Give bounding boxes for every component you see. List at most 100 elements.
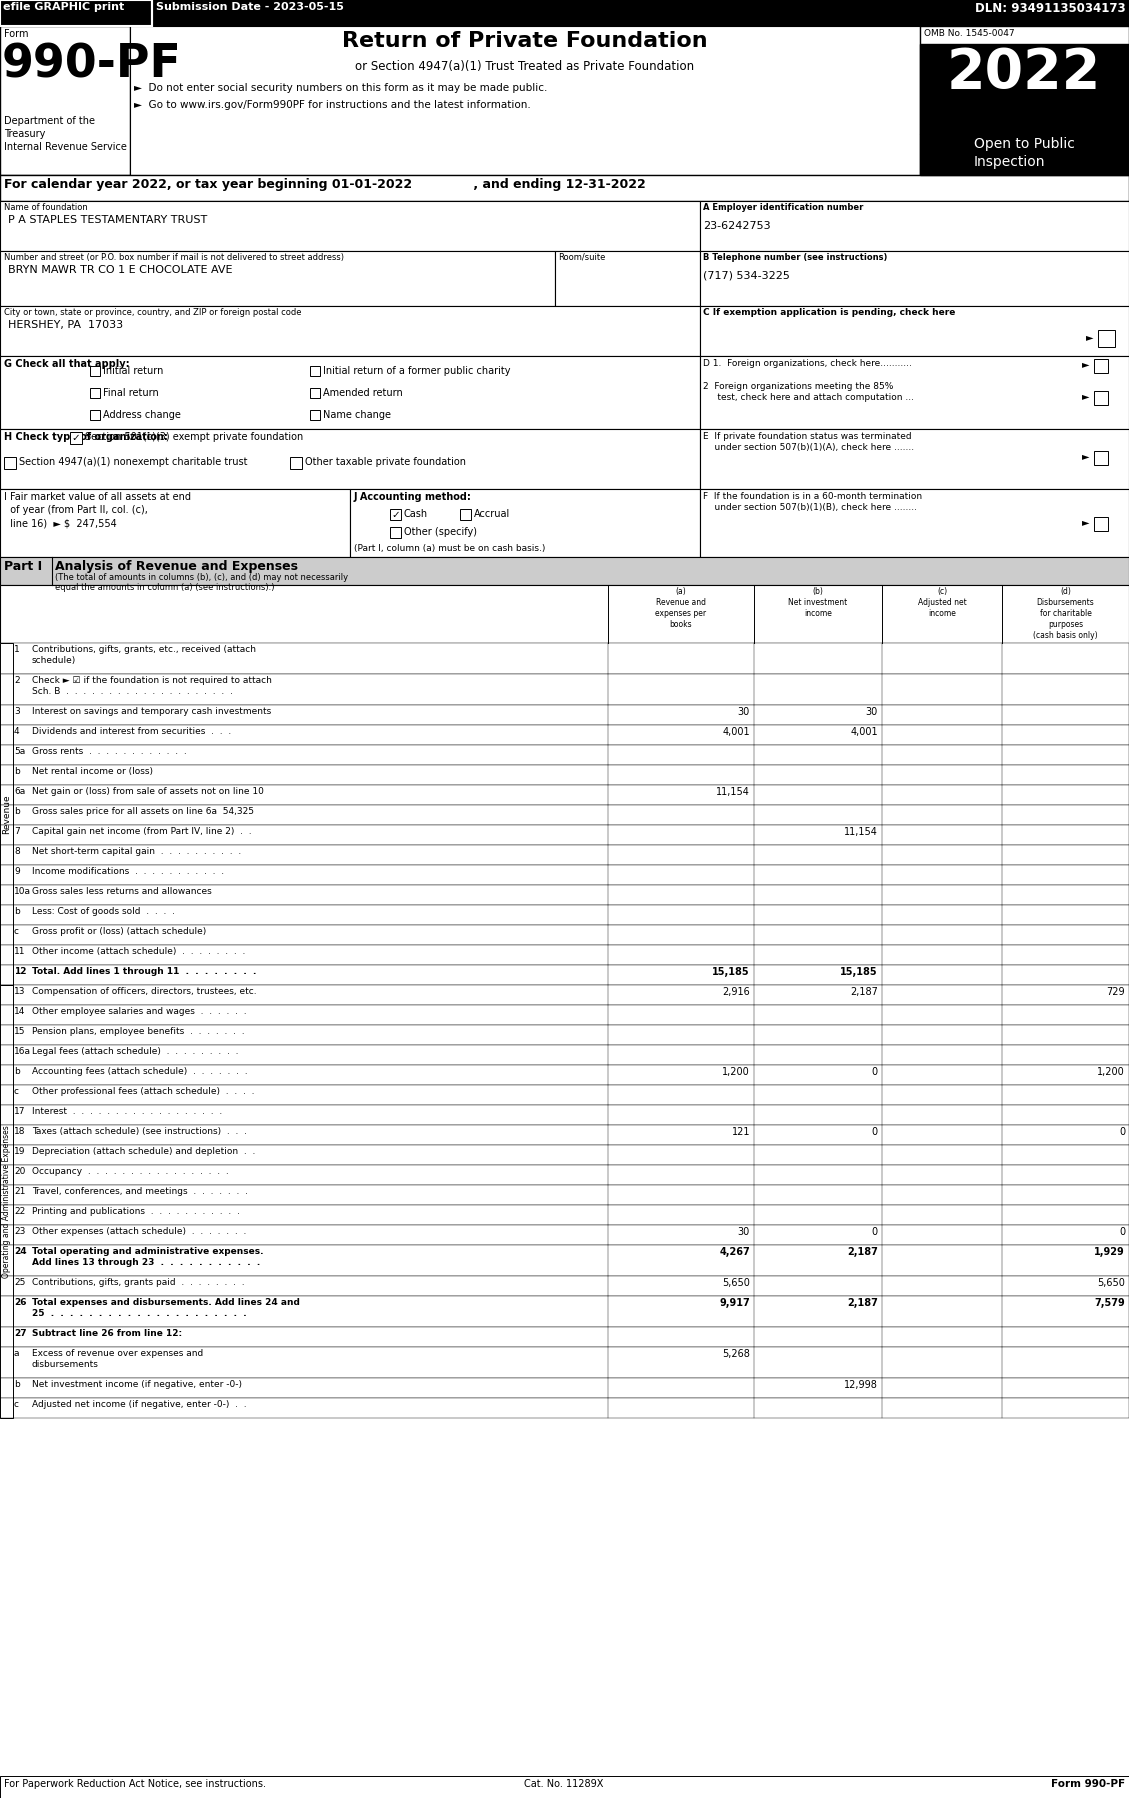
- Bar: [0, 1296, 1129, 1327]
- Text: ►: ►: [1082, 390, 1089, 401]
- Bar: [0, 946, 1129, 966]
- Bar: [0, 1224, 1129, 1244]
- Text: Compensation of officers, directors, trustees, etc.: Compensation of officers, directors, tru…: [32, 987, 256, 996]
- Text: 0: 0: [1119, 1127, 1124, 1136]
- Text: A Employer identification number: A Employer identification number: [703, 203, 864, 212]
- Bar: [700, 201, 1129, 252]
- Text: Interest  .  .  .  .  .  .  .  .  .  .  .  .  .  .  .  .  .  .: Interest . . . . . . . . . . . . . . . .…: [32, 1108, 222, 1117]
- Bar: [0, 1126, 1129, 1145]
- Text: 10a: 10a: [14, 886, 30, 895]
- Bar: [0, 904, 1129, 924]
- Bar: [390, 509, 401, 520]
- Text: H Check type of organization:: H Check type of organization:: [5, 432, 168, 442]
- Bar: [700, 306, 1129, 356]
- Bar: [0, 806, 1129, 825]
- Bar: [0, 174, 1129, 201]
- Text: Subtract line 26 from line 12:: Subtract line 26 from line 12:: [32, 1329, 182, 1338]
- Text: 23: 23: [14, 1226, 25, 1235]
- Text: ►: ►: [1082, 451, 1089, 460]
- Text: P A STAPLES TESTAMENTARY TRUST: P A STAPLES TESTAMENTARY TRUST: [8, 216, 208, 225]
- Text: Room/suite: Room/suite: [558, 254, 605, 263]
- Bar: [1094, 518, 1108, 530]
- Text: Other income (attach schedule)  .  .  .  .  .  .  .  .: Other income (attach schedule) . . . . .…: [32, 948, 245, 957]
- Text: 5a: 5a: [14, 746, 25, 755]
- Text: Total expenses and disbursements. Add lines 24 and
25  .  .  .  .  .  .  .  .  .: Total expenses and disbursements. Add li…: [32, 1298, 300, 1318]
- Text: 6a: 6a: [14, 788, 25, 797]
- Text: 12: 12: [14, 967, 26, 976]
- Bar: [70, 432, 82, 444]
- Text: ►  Go to www.irs.gov/Form990PF for instructions and the latest information.: ► Go to www.irs.gov/Form990PF for instru…: [134, 101, 531, 110]
- Text: B Telephone number (see instructions): B Telephone number (see instructions): [703, 254, 887, 263]
- Bar: [310, 410, 320, 421]
- Text: c: c: [14, 1401, 19, 1410]
- Text: Cat. No. 11289X: Cat. No. 11289X: [524, 1778, 604, 1789]
- Text: 30: 30: [737, 707, 750, 717]
- Text: 15: 15: [14, 1027, 26, 1036]
- Text: (b)
Net investment
income: (b) Net investment income: [788, 586, 848, 619]
- Text: Accrual: Accrual: [474, 509, 510, 520]
- Text: Dividends and interest from securities  .  .  .: Dividends and interest from securities .…: [32, 726, 231, 735]
- Text: ►  Do not enter social security numbers on this form as it may be made public.: ► Do not enter social security numbers o…: [134, 83, 548, 93]
- Bar: [920, 135, 1129, 174]
- Text: 1,200: 1,200: [723, 1066, 750, 1077]
- Text: 2  Foreign organizations meeting the 85%
     test, check here and attach comput: 2 Foreign organizations meeting the 85% …: [703, 381, 914, 403]
- Text: Initial return: Initial return: [103, 367, 164, 376]
- Text: Accounting fees (attach schedule)  .  .  .  .  .  .  .: Accounting fees (attach schedule) . . . …: [32, 1066, 247, 1075]
- Bar: [0, 674, 1129, 705]
- Text: 2: 2: [14, 676, 19, 685]
- Text: Total. Add lines 1 through 11  .  .  .  .  .  .  .  .: Total. Add lines 1 through 11 . . . . . …: [32, 967, 256, 976]
- Bar: [0, 1025, 1129, 1045]
- Bar: [0, 1145, 1129, 1165]
- Text: b: b: [14, 906, 19, 915]
- Text: Other (specify): Other (specify): [404, 527, 476, 538]
- Text: 16a: 16a: [14, 1046, 30, 1055]
- Bar: [555, 252, 700, 306]
- Text: Net investment income (if negative, enter -0-): Net investment income (if negative, ente…: [32, 1381, 242, 1390]
- Text: Return of Private Foundation: Return of Private Foundation: [342, 31, 708, 50]
- Text: Other expenses (attach schedule)  .  .  .  .  .  .  .: Other expenses (attach schedule) . . . .…: [32, 1226, 246, 1235]
- Bar: [700, 356, 1129, 430]
- Bar: [90, 410, 100, 421]
- Text: Amended return: Amended return: [323, 388, 403, 397]
- Text: 0: 0: [872, 1226, 878, 1237]
- Text: efile GRAPHIC print: efile GRAPHIC print: [3, 2, 124, 13]
- Text: Interest on savings and temporary cash investments: Interest on savings and temporary cash i…: [32, 707, 271, 716]
- Text: Net short-term capital gain  .  .  .  .  .  .  .  .  .  .: Net short-term capital gain . . . . . . …: [32, 847, 242, 856]
- Text: 25: 25: [14, 1278, 25, 1287]
- Text: 9,917: 9,917: [719, 1298, 750, 1307]
- Text: BRYN MAWR TR CO 1 E CHOCOLATE AVE: BRYN MAWR TR CO 1 E CHOCOLATE AVE: [8, 264, 233, 275]
- Text: or Section 4947(a)(1) Trust Treated as Private Foundation: or Section 4947(a)(1) Trust Treated as P…: [356, 59, 694, 74]
- Text: 12,998: 12,998: [844, 1381, 878, 1390]
- Text: Other employee salaries and wages  .  .  .  .  .  .: Other employee salaries and wages . . . …: [32, 1007, 246, 1016]
- Text: 30: 30: [737, 1226, 750, 1237]
- Text: Travel, conferences, and meetings  .  .  .  .  .  .  .: Travel, conferences, and meetings . . . …: [32, 1187, 248, 1196]
- Text: 30: 30: [866, 707, 878, 717]
- Text: 18: 18: [14, 1127, 26, 1136]
- Bar: [0, 584, 1129, 644]
- Text: 4,267: 4,267: [719, 1248, 750, 1257]
- Bar: [310, 388, 320, 397]
- Bar: [0, 1205, 1129, 1224]
- Text: ✓: ✓: [391, 511, 400, 520]
- Text: Occupancy  .  .  .  .  .  .  .  .  .  .  .  .  .  .  .  .  .: Occupancy . . . . . . . . . . . . . . . …: [32, 1167, 229, 1176]
- Bar: [920, 43, 1129, 135]
- Text: (Part I, column (a) must be on cash basis.): (Part I, column (a) must be on cash basi…: [355, 545, 545, 554]
- Bar: [700, 252, 1129, 306]
- Text: Number and street (or P.O. box number if mail is not delivered to street address: Number and street (or P.O. box number if…: [5, 254, 344, 263]
- Text: Less: Cost of goods sold  .  .  .  .: Less: Cost of goods sold . . . .: [32, 906, 175, 915]
- Bar: [0, 1399, 1129, 1419]
- Text: Contributions, gifts, grants, etc., received (attach
schedule): Contributions, gifts, grants, etc., rece…: [32, 645, 256, 665]
- Text: I Fair market value of all assets at end
  of year (from Part II, col. (c),
  li: I Fair market value of all assets at end…: [5, 493, 191, 529]
- Text: OMB No. 1545-0047: OMB No. 1545-0047: [924, 29, 1015, 38]
- Bar: [460, 509, 471, 520]
- Bar: [0, 885, 1129, 904]
- Text: c: c: [14, 928, 19, 937]
- Text: Income modifications  .  .  .  .  .  .  .  .  .  .  .: Income modifications . . . . . . . . . .…: [32, 867, 225, 876]
- Bar: [0, 1106, 1129, 1126]
- Text: Taxes (attach schedule) (see instructions)  .  .  .: Taxes (attach schedule) (see instruction…: [32, 1127, 247, 1136]
- Text: Net gain or (loss) from sale of assets not on line 10: Net gain or (loss) from sale of assets n…: [32, 788, 264, 797]
- Text: 15,185: 15,185: [712, 967, 750, 976]
- Text: 24: 24: [14, 1248, 27, 1257]
- Text: 4: 4: [14, 726, 19, 735]
- Bar: [0, 764, 1129, 786]
